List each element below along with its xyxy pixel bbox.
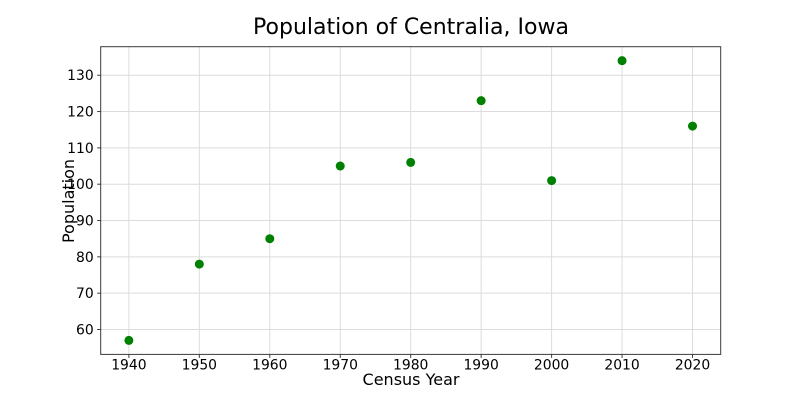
x-tick-label: 2000 bbox=[534, 358, 569, 374]
x-tick-label: 2020 bbox=[675, 358, 710, 374]
x-tick-label: 2010 bbox=[604, 358, 639, 374]
data-point bbox=[547, 176, 557, 186]
data-point bbox=[265, 234, 275, 244]
data-point bbox=[124, 335, 134, 345]
y-tick-label: 90 bbox=[76, 214, 94, 230]
x-tick-label: 1980 bbox=[393, 358, 428, 374]
x-axis-label: Census Year bbox=[362, 370, 460, 389]
data-point bbox=[617, 56, 627, 66]
y-tick-label: 130 bbox=[67, 68, 94, 84]
x-tick-label: 1940 bbox=[111, 358, 146, 374]
data-point bbox=[335, 161, 345, 171]
x-tick-label: 1960 bbox=[252, 358, 287, 374]
x-tick-label: 1970 bbox=[323, 358, 358, 374]
y-tick-label: 100 bbox=[67, 177, 94, 193]
x-tick-label: 1990 bbox=[463, 358, 498, 374]
data-point bbox=[406, 157, 416, 167]
y-tick-label: 110 bbox=[67, 141, 94, 157]
data-point bbox=[688, 121, 698, 131]
data-point bbox=[476, 96, 486, 106]
data-point bbox=[194, 259, 204, 269]
y-tick-label: 70 bbox=[76, 286, 94, 302]
y-tick-label: 120 bbox=[67, 105, 94, 121]
x-tick-label: 1950 bbox=[182, 358, 217, 374]
y-tick-label: 80 bbox=[76, 250, 94, 266]
y-tick-label: 60 bbox=[76, 323, 94, 339]
chart-title: Population of Centralia, Iowa bbox=[253, 15, 569, 40]
